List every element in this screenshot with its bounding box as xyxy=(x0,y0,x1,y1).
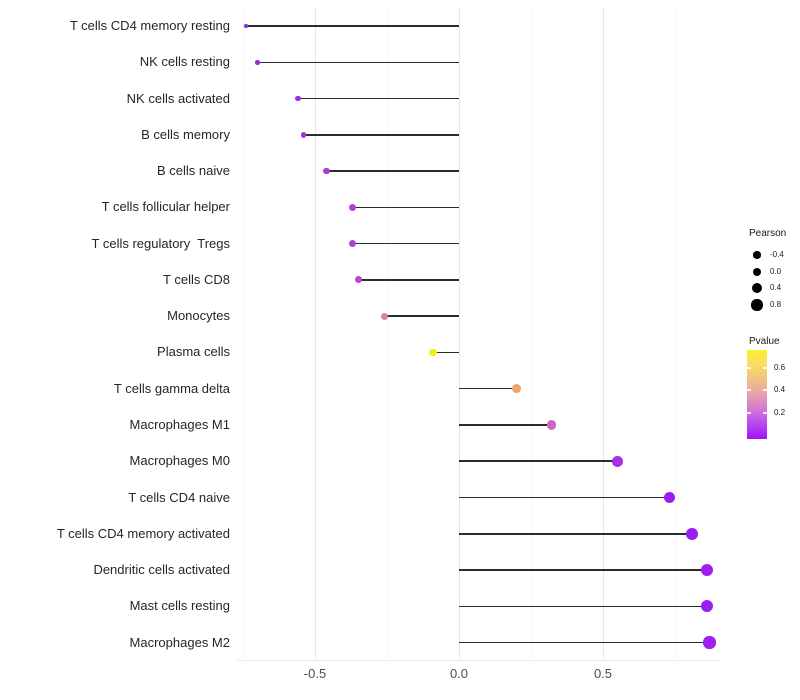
lollipop-dot xyxy=(700,600,713,613)
legend-size-dot xyxy=(752,267,762,277)
legend-size-label: 0.0 xyxy=(770,267,782,276)
lollipop-stem xyxy=(459,533,693,535)
category-label: Mast cells resting xyxy=(129,598,230,614)
lollipop-dot xyxy=(348,240,356,248)
x-tick-label: -0.5 xyxy=(303,666,327,681)
minor-gridline xyxy=(530,8,532,661)
lollipop-dot xyxy=(663,491,675,504)
lollipop-stem xyxy=(245,25,459,27)
lollipop-stem xyxy=(326,170,459,172)
category-label: T cells regulatory Tregs xyxy=(91,235,230,251)
lollipop-dot xyxy=(354,276,362,284)
panel-bottom-line xyxy=(237,660,720,661)
lollipop-dot xyxy=(429,348,437,357)
lollipop-dot xyxy=(686,527,699,540)
lollipop-dot xyxy=(546,420,556,430)
legend-size-dot xyxy=(751,299,763,311)
category-label: Plasma cells xyxy=(157,344,230,360)
lollipop-stem xyxy=(459,424,552,426)
minor-gridline xyxy=(386,8,388,661)
lollipop-stem xyxy=(459,460,618,462)
colorbar-tick-mark xyxy=(747,367,751,369)
lollipop-dot xyxy=(703,636,716,649)
pvalue-tick-label: 0.4 xyxy=(774,385,786,394)
lollipop-dot xyxy=(300,131,307,138)
lollipop-stem xyxy=(459,496,670,499)
lollipop-dot xyxy=(380,312,388,320)
pvalue-tick-label: 0.6 xyxy=(774,363,786,372)
lollipop-dot xyxy=(612,455,623,467)
category-label: T cells follicular helper xyxy=(101,199,230,215)
legend-size-label: -0.4 xyxy=(770,250,784,259)
lollipop-stem xyxy=(297,97,459,100)
lollipop-dot xyxy=(323,167,330,175)
lollipop-stem xyxy=(358,279,459,281)
lollipop-dot xyxy=(348,203,356,211)
lollipop-stem xyxy=(352,206,459,209)
category-label: B cells memory xyxy=(141,126,230,142)
legend-size-dot xyxy=(752,283,762,293)
category-label: Monocytes xyxy=(167,308,230,324)
colorbar-tick-mark xyxy=(763,367,767,369)
lollipop-stem xyxy=(459,641,710,644)
category-label: Macrophages M0 xyxy=(129,453,230,469)
legend-size-dot xyxy=(753,251,761,259)
category-label: Macrophages M2 xyxy=(129,634,230,650)
category-label: Dendritic cells activated xyxy=(93,562,230,578)
pvalue-tick-label: 0.2 xyxy=(774,408,786,417)
category-label: B cells naive xyxy=(157,163,230,179)
colorbar-tick-mark xyxy=(763,389,767,391)
legend-size-label: 0.8 xyxy=(770,300,782,309)
pearson-legend-title: Pearson xyxy=(749,228,787,239)
lollipop-dot xyxy=(512,384,521,394)
major-gridline xyxy=(314,8,316,661)
major-gridline xyxy=(602,8,604,661)
lollipop-stem xyxy=(257,61,459,64)
category-label: Macrophages M1 xyxy=(129,416,230,432)
major-gridline xyxy=(458,8,460,661)
lollipop-stem xyxy=(459,605,707,608)
lollipop-dot xyxy=(255,60,260,65)
lollipop-stem xyxy=(459,569,707,571)
minor-gridline xyxy=(242,8,244,661)
minor-gridline xyxy=(674,8,676,661)
colorbar-tick-mark xyxy=(747,412,751,414)
category-label: T cells CD4 naive xyxy=(128,489,230,505)
category-label: T cells CD4 memory activated xyxy=(56,525,230,541)
category-label: T cells CD8 xyxy=(163,271,230,287)
category-label: NK cells activated xyxy=(126,90,230,106)
x-tick-label: 0.5 xyxy=(593,666,613,681)
legend-size-label: 0.4 xyxy=(770,283,782,292)
pvalue-legend-title: Pvalue xyxy=(749,336,780,347)
category-label: T cells gamma delta xyxy=(113,380,230,396)
category-label: T cells CD4 memory resting xyxy=(69,18,230,33)
category-label: NK cells resting xyxy=(139,54,230,70)
lollipop-dot xyxy=(244,24,248,28)
lollipop-stem xyxy=(433,351,459,354)
lollipop-stem xyxy=(459,387,517,390)
colorbar-tick-mark xyxy=(763,412,767,414)
lollipop-dot xyxy=(700,564,713,577)
lollipop-stem xyxy=(352,242,459,245)
colorbar-tick-mark xyxy=(747,389,751,391)
x-tick-label: 0.0 xyxy=(449,666,469,681)
pvalue-colorbar xyxy=(747,350,767,439)
lollipop-stem xyxy=(384,315,459,317)
lollipop-dot xyxy=(294,95,301,102)
lollipop-stem xyxy=(303,134,459,136)
